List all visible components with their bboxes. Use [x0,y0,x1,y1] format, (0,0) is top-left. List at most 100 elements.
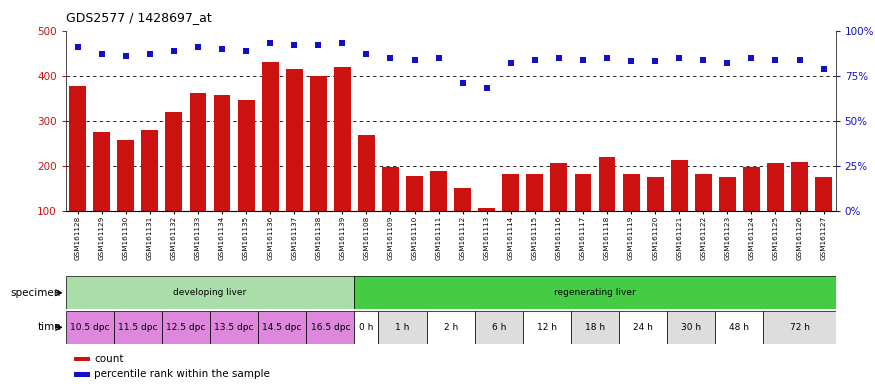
Bar [623,174,640,211]
Text: 13.5 dpc: 13.5 dpc [214,323,254,332]
Text: 1 h: 1 h [396,323,410,332]
Bar [430,172,447,211]
Point [71,44,85,50]
Bar [454,188,471,211]
Bar [671,160,688,211]
Bar [502,174,519,211]
Point [191,44,205,50]
Bar [695,174,711,211]
Point [167,48,181,54]
Bar [816,177,832,211]
Bar [165,112,182,211]
Point [408,56,422,63]
Point [816,66,830,72]
Text: 6 h: 6 h [492,323,506,332]
Bar [94,132,110,211]
Bar [117,140,134,211]
Point [648,58,662,65]
Bar [523,311,571,344]
Text: percentile rank within the sample: percentile rank within the sample [94,369,270,379]
Text: GDS2577 / 1428697_at: GDS2577 / 1428697_at [66,12,212,25]
Bar [142,130,158,211]
Text: 12 h: 12 h [537,323,556,332]
Bar [719,177,736,211]
Bar [479,208,495,211]
Point [528,56,542,63]
Bar [527,174,543,211]
Bar [310,76,326,211]
Bar [210,311,258,344]
Bar [162,311,210,344]
Point [600,55,614,61]
Point [768,56,782,63]
Text: 10.5 dpc: 10.5 dpc [70,323,109,332]
Text: 2 h: 2 h [444,323,458,332]
Text: 72 h: 72 h [789,323,809,332]
Bar [66,276,354,309]
Point [215,46,229,52]
Bar [620,311,668,344]
Bar [190,93,206,211]
Point [672,55,686,61]
Bar [406,176,423,211]
Text: 16.5 dpc: 16.5 dpc [311,323,350,332]
Bar [791,162,808,211]
Text: developing liver: developing liver [173,288,247,297]
Bar [382,167,399,211]
Bar [358,136,374,211]
Text: 14.5 dpc: 14.5 dpc [262,323,302,332]
Point [720,60,734,66]
Text: 18 h: 18 h [585,323,605,332]
Point [793,56,807,63]
Text: 24 h: 24 h [634,323,653,332]
Text: count: count [94,354,124,364]
Point [287,42,301,48]
Bar [306,311,354,344]
Text: 11.5 dpc: 11.5 dpc [118,323,158,332]
Text: 12.5 dpc: 12.5 dpc [166,323,206,332]
Bar [763,311,836,344]
Bar [214,95,230,211]
Point [335,40,349,46]
Bar [475,311,523,344]
Point [239,48,253,54]
Point [504,60,518,66]
Point [480,85,494,91]
Text: specimen: specimen [10,288,61,298]
Point [745,55,759,61]
Text: 48 h: 48 h [730,323,749,332]
Bar [262,62,278,211]
Point [119,53,133,59]
Bar [66,311,114,344]
Bar [427,311,475,344]
Bar [334,67,351,211]
Bar [238,100,255,211]
Point [383,55,397,61]
Point [431,55,445,61]
Bar [743,167,760,211]
Point [94,51,108,57]
Point [312,42,326,48]
Bar [114,311,162,344]
Bar [550,163,567,211]
Point [360,51,374,57]
Bar [69,86,86,211]
Bar [668,311,716,344]
Bar [258,311,306,344]
Bar [767,163,784,211]
Point [552,55,566,61]
Bar [647,177,663,211]
Text: 0 h: 0 h [360,323,374,332]
Text: regenerating liver: regenerating liver [554,288,636,297]
Point [576,56,590,63]
Point [624,58,638,65]
Point [456,80,470,86]
Bar [379,311,427,344]
Text: 30 h: 30 h [682,323,702,332]
Point [696,56,710,63]
Bar [354,311,379,344]
Bar [571,311,620,344]
Point [143,51,157,57]
Bar [354,276,836,309]
Text: time: time [38,322,61,333]
